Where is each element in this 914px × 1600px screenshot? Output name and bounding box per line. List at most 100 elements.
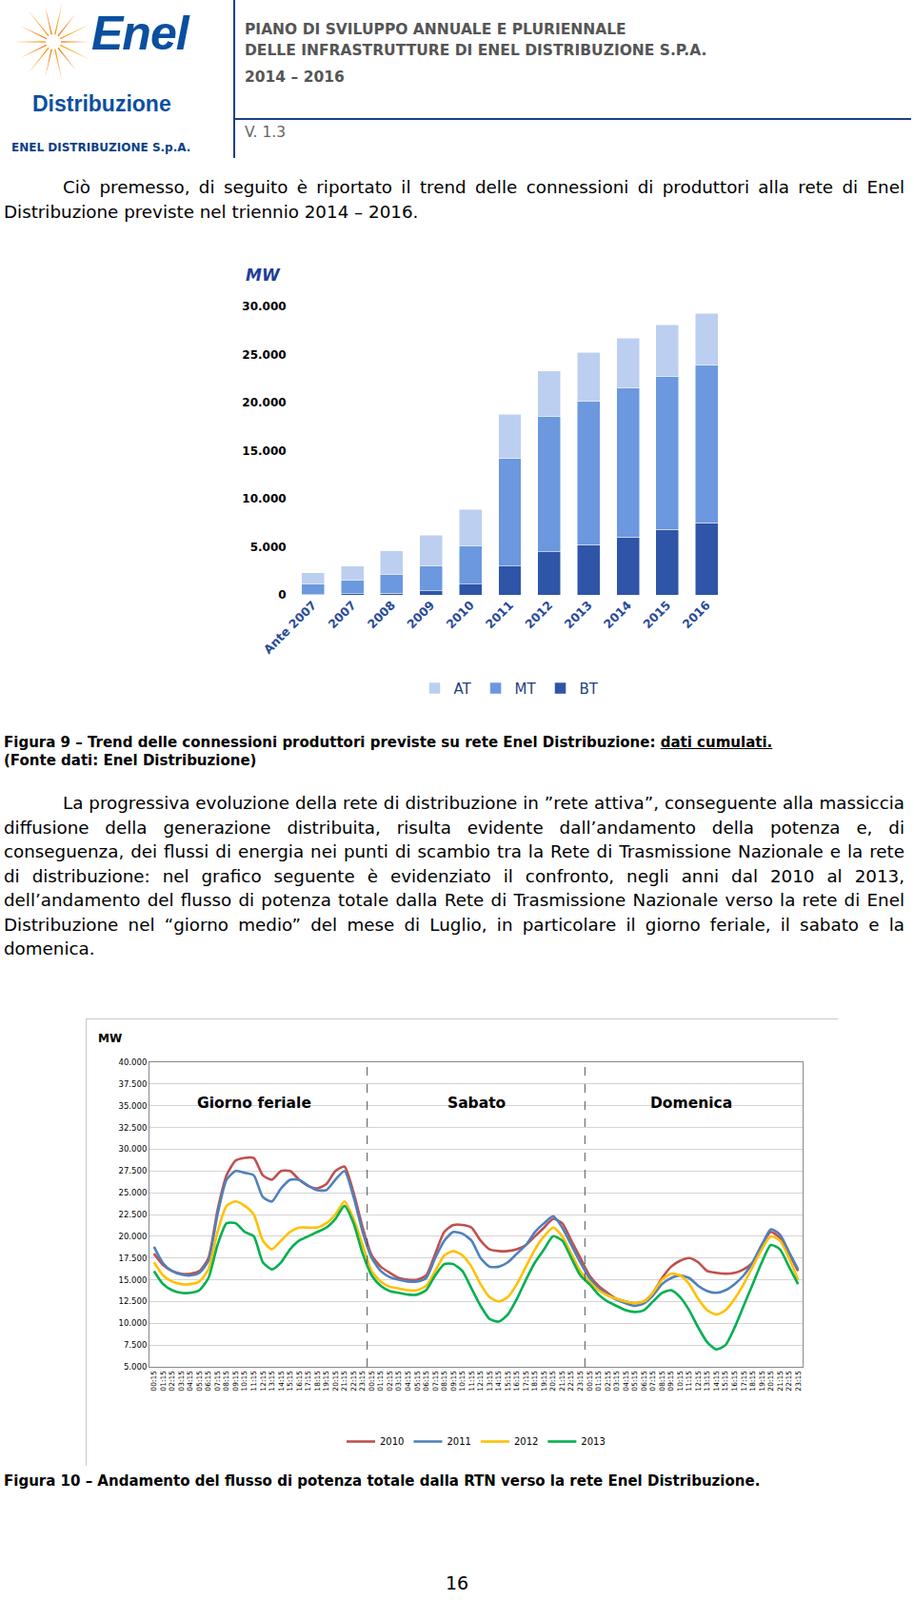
svg-text:19:15: 19:15: [757, 1371, 767, 1392]
svg-text:13:15: 13:15: [702, 1371, 712, 1392]
svg-text:AT: AT: [454, 680, 473, 698]
svg-text:11:15: 11:15: [684, 1371, 694, 1392]
svg-text:2015: 2015: [639, 597, 674, 632]
svg-text:01:15: 01:15: [376, 1371, 385, 1392]
svg-text:08:15: 08:15: [221, 1371, 231, 1392]
svg-text:2010: 2010: [442, 597, 477, 632]
svg-text:10:15: 10:15: [675, 1371, 685, 1392]
svg-text:37.500: 37.500: [119, 1079, 148, 1090]
svg-text:05:15: 05:15: [413, 1371, 422, 1392]
svg-text:14:15: 14:15: [712, 1371, 721, 1392]
svg-text:12.500: 12.500: [119, 1296, 148, 1307]
svg-text:00:15: 00:15: [149, 1371, 159, 1392]
svg-text:09:15: 09:15: [231, 1371, 240, 1392]
svg-text:20:15: 20:15: [331, 1371, 340, 1392]
svg-text:05:15: 05:15: [630, 1371, 639, 1392]
svg-text:2011: 2011: [446, 1436, 471, 1448]
svg-text:2009: 2009: [403, 597, 438, 632]
svg-text:27.500: 27.500: [119, 1166, 148, 1176]
svg-text:23:15: 23:15: [357, 1371, 367, 1392]
svg-text:22:15: 22:15: [784, 1371, 794, 1392]
svg-text:20.000: 20.000: [119, 1231, 148, 1242]
svg-text:17:15: 17:15: [739, 1371, 749, 1392]
svg-text:06:15: 06:15: [421, 1371, 431, 1392]
svg-text:14:15: 14:15: [277, 1371, 286, 1392]
svg-text:2011: 2011: [482, 597, 517, 632]
svg-text:15:15: 15:15: [285, 1371, 295, 1392]
svg-text:30.000: 30.000: [119, 1144, 148, 1154]
svg-text:01:15: 01:15: [594, 1371, 603, 1392]
svg-text:20:15: 20:15: [548, 1371, 557, 1392]
svg-text:03:15: 03:15: [394, 1371, 403, 1392]
svg-text:04:15: 04:15: [403, 1371, 413, 1392]
svg-text:06:15: 06:15: [203, 1371, 213, 1392]
svg-text:7.500: 7.500: [123, 1340, 147, 1351]
svg-text:2010: 2010: [379, 1436, 404, 1448]
svg-text:2014: 2014: [600, 597, 635, 632]
svg-text:20.000: 20.000: [241, 396, 286, 410]
svg-text:30.000: 30.000: [241, 299, 286, 314]
svg-text:17:15: 17:15: [521, 1371, 531, 1392]
svg-text:03:15: 03:15: [612, 1371, 621, 1392]
svg-text:BT: BT: [579, 680, 599, 698]
svg-text:16:15: 16:15: [730, 1371, 739, 1392]
svg-text:19:15: 19:15: [321, 1371, 331, 1392]
svg-text:10:15: 10:15: [239, 1371, 249, 1392]
svg-text:Giorno feriale: Giorno feriale: [197, 1094, 312, 1113]
svg-text:0: 0: [278, 588, 286, 602]
svg-text:02:15: 02:15: [167, 1371, 177, 1392]
svg-text:04:15: 04:15: [621, 1371, 631, 1392]
svg-text:21:15: 21:15: [775, 1371, 785, 1392]
svg-text:07:15: 07:15: [648, 1371, 657, 1392]
svg-text:18:15: 18:15: [748, 1371, 757, 1392]
svg-text:00:15: 00:15: [367, 1371, 377, 1392]
svg-text:25.000: 25.000: [241, 348, 286, 362]
svg-text:25.000: 25.000: [119, 1188, 148, 1198]
svg-text:22:15: 22:15: [349, 1371, 358, 1392]
svg-text:Domenica: Domenica: [650, 1094, 733, 1113]
svg-text:17:15: 17:15: [303, 1371, 313, 1392]
svg-text:Ante 2007: Ante 2007: [260, 597, 320, 657]
svg-text:40.000: 40.000: [119, 1057, 148, 1068]
svg-text:13:15: 13:15: [267, 1371, 277, 1392]
svg-text:21:15: 21:15: [339, 1371, 349, 1392]
svg-text:2012: 2012: [514, 1436, 538, 1448]
svg-text:32.500: 32.500: [119, 1123, 148, 1133]
svg-text:06:15: 06:15: [639, 1371, 649, 1392]
svg-text:23:15: 23:15: [576, 1371, 585, 1392]
svg-text:23:15: 23:15: [794, 1371, 803, 1392]
svg-text:11:15: 11:15: [467, 1371, 477, 1392]
svg-text:5.000: 5.000: [250, 540, 287, 555]
svg-text:16:15: 16:15: [512, 1371, 521, 1392]
svg-text:15.000: 15.000: [119, 1275, 148, 1286]
svg-text:35.000: 35.000: [119, 1101, 148, 1112]
svg-text:08:15: 08:15: [439, 1371, 449, 1392]
svg-text:20:15: 20:15: [766, 1371, 775, 1392]
svg-text:22:15: 22:15: [566, 1371, 576, 1392]
svg-text:5.000: 5.000: [123, 1362, 147, 1372]
svg-text:10.000: 10.000: [241, 492, 286, 506]
svg-text:17.500: 17.500: [119, 1253, 148, 1264]
svg-text:09:15: 09:15: [666, 1371, 676, 1392]
svg-text:03:15: 03:15: [177, 1371, 186, 1392]
svg-text:MT: MT: [515, 680, 537, 698]
svg-text:22.500: 22.500: [119, 1210, 148, 1220]
svg-text:2016: 2016: [679, 597, 714, 632]
svg-text:12:15: 12:15: [476, 1371, 485, 1392]
svg-text:12:15: 12:15: [258, 1371, 268, 1392]
svg-text:02:15: 02:15: [385, 1371, 395, 1392]
svg-text:2013: 2013: [561, 597, 596, 632]
svg-text:21:15: 21:15: [557, 1371, 567, 1392]
svg-text:10:15: 10:15: [457, 1371, 467, 1392]
svg-text:13:15: 13:15: [485, 1371, 495, 1392]
svg-text:18:15: 18:15: [313, 1371, 322, 1392]
svg-text:15:15: 15:15: [720, 1371, 730, 1392]
svg-text:04:15: 04:15: [185, 1371, 195, 1392]
svg-text:15:15: 15:15: [503, 1371, 513, 1392]
svg-text:07:15: 07:15: [213, 1371, 222, 1392]
svg-text:Sabato: Sabato: [447, 1094, 506, 1113]
svg-text:05:15: 05:15: [195, 1371, 204, 1392]
svg-text:2013: 2013: [580, 1436, 605, 1448]
svg-text:10.000: 10.000: [119, 1318, 148, 1329]
svg-text:00:15: 00:15: [585, 1371, 595, 1392]
